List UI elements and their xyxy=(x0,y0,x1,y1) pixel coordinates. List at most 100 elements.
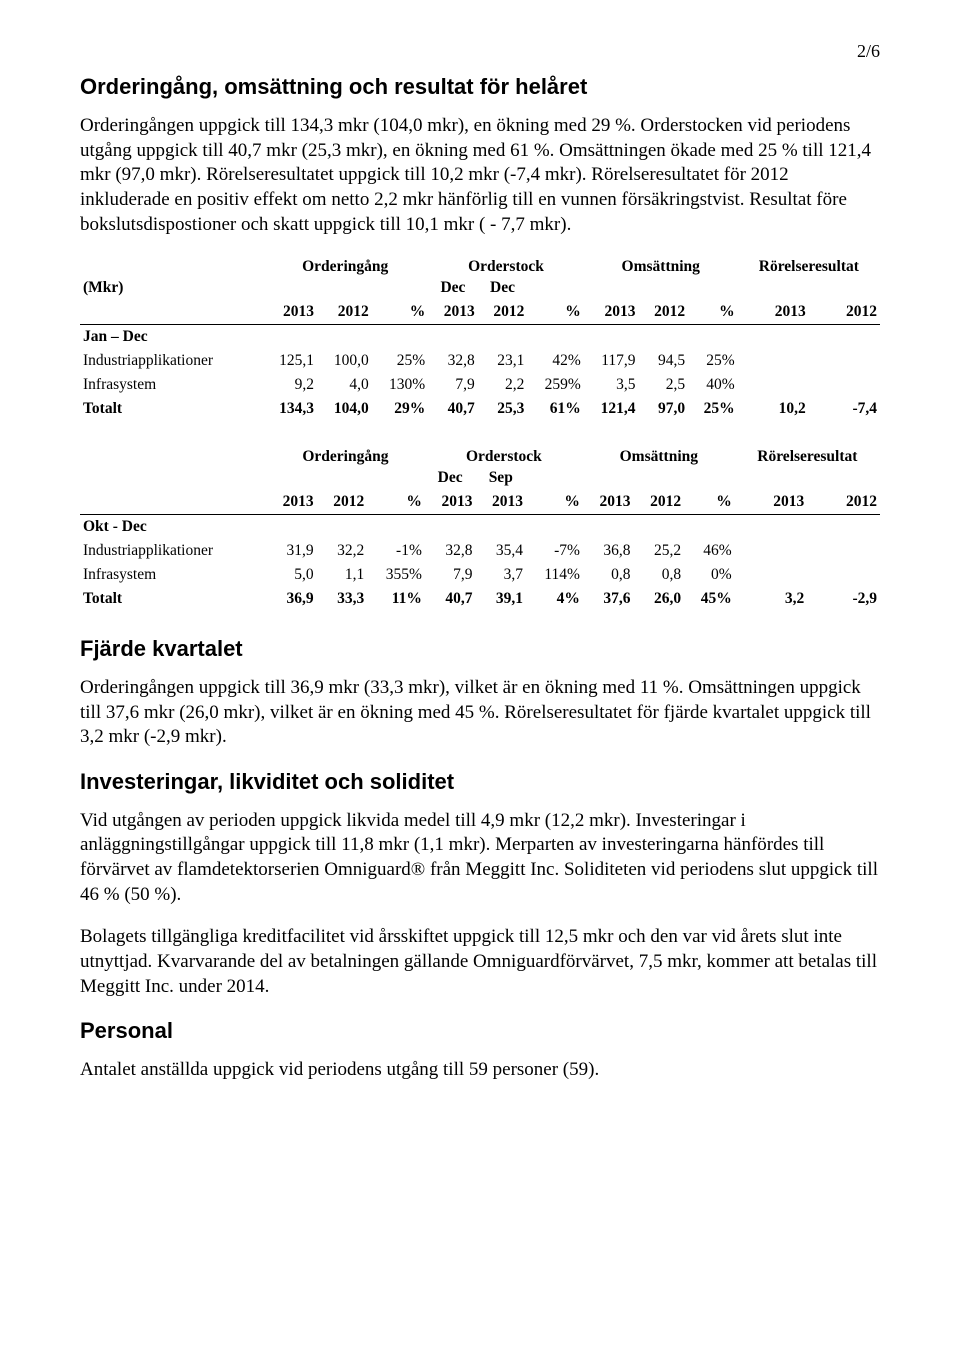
t1-t-v5: 61% xyxy=(527,397,583,421)
t1-r1-v0: 9,2 xyxy=(262,373,317,397)
heading-personal: Personal xyxy=(80,1017,880,1046)
t2-t-v3: 40,7 xyxy=(425,587,476,611)
paragraph-investeringar-1: Vid utgången av perioden uppgick likvida… xyxy=(80,809,880,908)
t2-r1-v10 xyxy=(807,563,880,587)
t1-y-5: % xyxy=(527,300,583,325)
t2-r1-v2: 355% xyxy=(367,563,425,587)
t2-t-v8: 45% xyxy=(684,587,735,611)
t2-gh-rorelseresultat: Rörelseresultat xyxy=(735,445,880,467)
t2-y-5: % xyxy=(526,490,583,515)
t1-r1-v9 xyxy=(738,373,809,397)
t1-total-label: Totalt xyxy=(80,397,262,421)
paragraph-investeringar-2: Bolagets tillgängliga kreditfacilitet vi… xyxy=(80,925,880,999)
t1-y-9: 2013 xyxy=(738,300,809,325)
t2-r1-v3: 7,9 xyxy=(425,563,476,587)
t1-mkr-label: (Mkr) xyxy=(80,278,262,300)
t2-y-1: 2012 xyxy=(317,490,368,515)
table-okt-dec: Orderingång Orderstock Omsättning Rörels… xyxy=(80,445,880,611)
t2-t-v4: 39,1 xyxy=(475,587,526,611)
t1-r1-label: Infrasystem xyxy=(80,373,262,397)
t2-r0-v7: 25,2 xyxy=(634,539,685,563)
t1-period: Jan – Dec xyxy=(80,324,262,349)
table-row: Industriapplikationer 125,1 100,0 25% 32… xyxy=(80,349,880,373)
t2-r1-v9 xyxy=(735,563,808,587)
paragraph-fjarde: Orderingången uppgick till 36,9 mkr (33,… xyxy=(80,676,880,750)
t1-r0-v0: 125,1 xyxy=(262,349,317,373)
t1-r0-v2: 25% xyxy=(372,349,428,373)
t1-r0-v8: 25% xyxy=(688,349,738,373)
t2-r1-v4: 3,7 xyxy=(475,563,526,587)
t1-sub-dec2: Dec xyxy=(478,278,528,300)
t2-r0-v3: 32,8 xyxy=(425,539,476,563)
t1-y-1: 2012 xyxy=(317,300,372,325)
t1-r0-v6: 117,9 xyxy=(584,349,639,373)
t2-r0-v5: -7% xyxy=(526,539,583,563)
t2-sub-sep: Sep xyxy=(475,468,526,490)
t1-r1-v3: 7,9 xyxy=(428,373,478,397)
t2-r0-v8: 46% xyxy=(684,539,735,563)
t1-sub-dec1: Dec xyxy=(428,278,478,300)
table-jan-dec: Orderingång Orderstock Omsättning Rörels… xyxy=(80,255,880,421)
t2-r0-v4: 35,4 xyxy=(475,539,526,563)
t2-r0-v2: -1% xyxy=(367,539,425,563)
t2-t-v7: 26,0 xyxy=(634,587,685,611)
t2-r1-v8: 0% xyxy=(684,563,735,587)
t2-gh-orderingang: Orderingång xyxy=(266,445,425,467)
t1-y-4: 2012 xyxy=(478,300,528,325)
t1-t-v4: 25,3 xyxy=(478,397,528,421)
t1-r0-label: Industriapplikationer xyxy=(80,349,262,373)
t1-t-v10: -7,4 xyxy=(809,397,880,421)
t1-r0-v3: 32,8 xyxy=(428,349,478,373)
t2-t-v5: 4% xyxy=(526,587,583,611)
t2-y-3: 2013 xyxy=(425,490,476,515)
t2-total-row: Totalt 36,9 33,3 11% 40,7 39,1 4% 37,6 2… xyxy=(80,587,880,611)
t1-y-8: % xyxy=(688,300,738,325)
t1-r1-v5: 259% xyxy=(527,373,583,397)
t1-r1-v4: 2,2 xyxy=(478,373,528,397)
t1-r1-v7: 2,5 xyxy=(639,373,689,397)
t1-gh-orderstock: Orderstock xyxy=(428,255,584,277)
t2-sub-dec: Dec xyxy=(425,468,476,490)
t1-r0-v7: 94,5 xyxy=(639,349,689,373)
t1-t-v3: 40,7 xyxy=(428,397,478,421)
t1-t-v6: 121,4 xyxy=(584,397,639,421)
t1-t-v0: 134,3 xyxy=(262,397,317,421)
t2-t-v10: -2,9 xyxy=(807,587,880,611)
t1-r1-v10 xyxy=(809,373,880,397)
t1-t-v7: 97,0 xyxy=(639,397,689,421)
t1-y-3: 2013 xyxy=(428,300,478,325)
table-row: Industriapplikationer 31,9 32,2 -1% 32,8… xyxy=(80,539,880,563)
t2-gh-omsattning: Omsättning xyxy=(583,445,735,467)
t2-y-6: 2013 xyxy=(583,490,634,515)
t1-t-v1: 104,0 xyxy=(317,397,372,421)
t1-y-0: 2013 xyxy=(262,300,317,325)
t1-t-v2: 29% xyxy=(372,397,428,421)
t2-r1-v0: 5,0 xyxy=(266,563,317,587)
t1-r1-v8: 40% xyxy=(688,373,738,397)
t1-r0-v9 xyxy=(738,349,809,373)
heading-investeringar: Investeringar, likviditet och soliditet xyxy=(80,768,880,797)
t2-r0-v0: 31,9 xyxy=(266,539,317,563)
table-row: Infrasystem 9,2 4,0 130% 7,9 2,2 259% 3,… xyxy=(80,373,880,397)
table-row: Infrasystem 5,0 1,1 355% 7,9 3,7 114% 0,… xyxy=(80,563,880,587)
t2-r1-v5: 114% xyxy=(526,563,583,587)
t2-r0-label: Industriapplikationer xyxy=(80,539,266,563)
t1-r1-v6: 3,5 xyxy=(584,373,639,397)
t1-r1-v2: 130% xyxy=(372,373,428,397)
t1-gh-rorelseresultat: Rörelseresultat xyxy=(738,255,880,277)
t2-t-v2: 11% xyxy=(367,587,425,611)
t1-t-v8: 25% xyxy=(688,397,738,421)
heading-fjarde: Fjärde kvartalet xyxy=(80,635,880,664)
paragraph-orderingang: Orderingången uppgick till 134,3 mkr (10… xyxy=(80,114,880,237)
t1-r0-v5: 42% xyxy=(527,349,583,373)
t2-gh-orderstock: Orderstock xyxy=(425,445,583,467)
t2-y-10: 2012 xyxy=(807,490,880,515)
t2-y-7: 2012 xyxy=(634,490,685,515)
t1-t-v9: 10,2 xyxy=(738,397,809,421)
t2-t-v6: 37,6 xyxy=(583,587,634,611)
t2-t-v9: 3,2 xyxy=(735,587,808,611)
t1-y-6: 2013 xyxy=(584,300,639,325)
t2-t-v1: 33,3 xyxy=(317,587,368,611)
t2-r1-v1: 1,1 xyxy=(317,563,368,587)
t1-gh-omsattning: Omsättning xyxy=(584,255,738,277)
